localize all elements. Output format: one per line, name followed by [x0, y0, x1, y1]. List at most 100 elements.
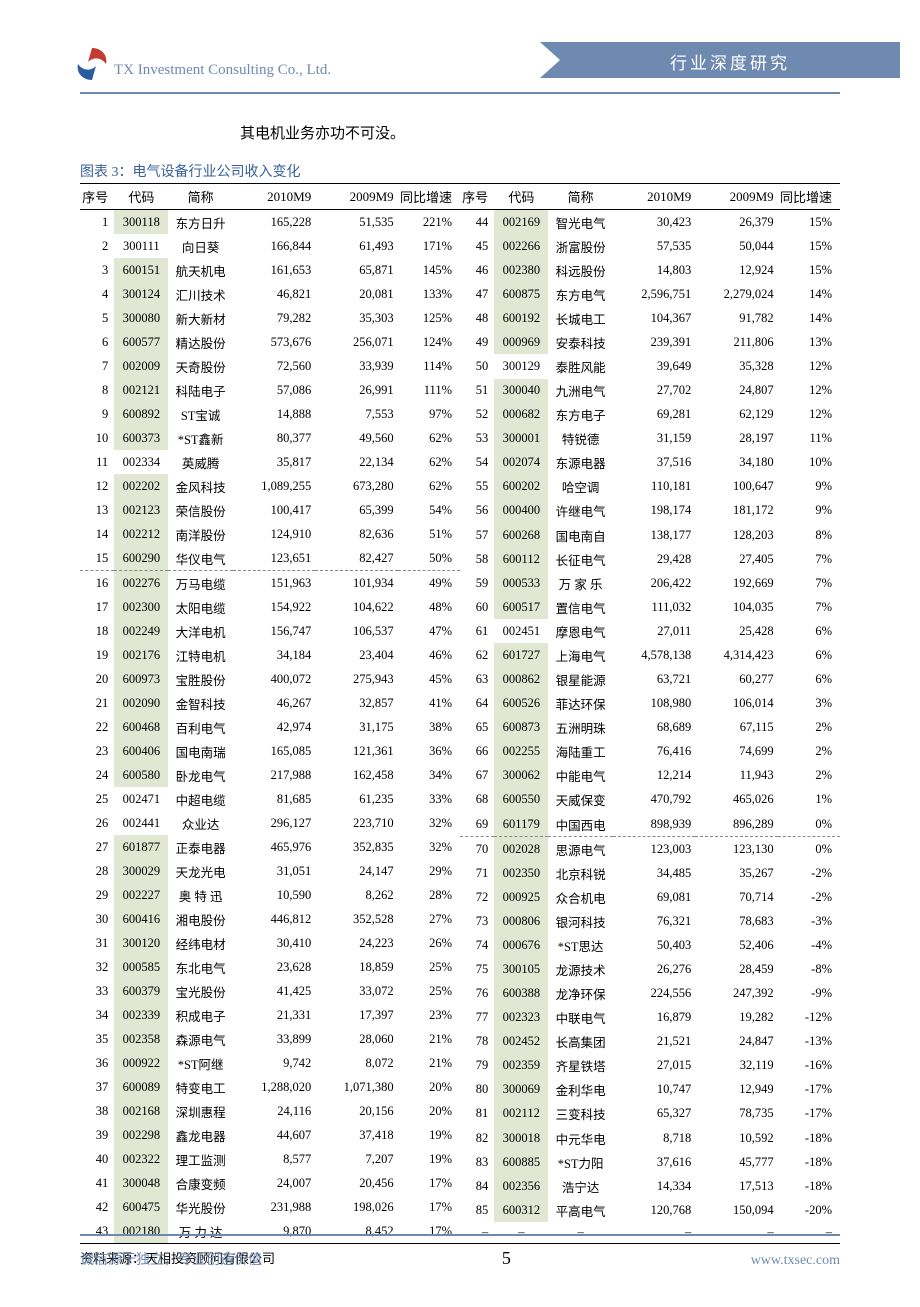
table-row: 77002323中联电气16,87919,282-12%	[460, 1006, 840, 1030]
table-row: 27601877正泰电器465,976352,83532%	[80, 835, 460, 859]
footer-url: www.txsec.com	[751, 1253, 840, 1269]
table-row: 83600885*ST力阳37,61645,777-18%	[460, 1150, 840, 1174]
table-row: 58600112长征电气29,42827,4057%	[460, 547, 840, 571]
table-row: 9600892ST宝诚14,8887,55397%	[80, 402, 460, 426]
table-row: 67300062中能电气12,21411,9432%	[460, 764, 840, 788]
table-row: 4300124汇川技术46,82120,081133%	[80, 282, 460, 306]
table-row: 63000862银星能源63,72160,2776%	[460, 668, 840, 692]
table-row: 69601179中国西电898,939896,2890%	[460, 812, 840, 837]
table-row: 26002441众业达296,127223,71032%	[80, 811, 460, 835]
col-header: 简称	[168, 184, 232, 210]
col-header: 同比增速	[778, 184, 840, 210]
table-row: 46002380科远股份14,80312,92415%	[460, 258, 840, 282]
table-row: 71002350北京科锐34,48535,267-2%	[460, 861, 840, 885]
col-header: 序号	[460, 184, 494, 210]
table-row: 79002359齐星铁塔27,01532,119-16%	[460, 1054, 840, 1078]
table-row: 41300048合康变频24,00720,45617%	[80, 1171, 460, 1195]
table-row: 59000533万 家 乐206,422192,6697%	[460, 571, 840, 595]
page-header: TX Investment Consulting Co., Ltd. 行业深度研…	[80, 50, 840, 94]
table-row: 68600550天威保变470,792465,0261%	[460, 788, 840, 812]
table-row: 3600151航天机电161,65365,871145%	[80, 258, 460, 282]
table-row: 2300111向日葵166,84461,493171%	[80, 234, 460, 258]
table-row: 36000922*ST阿继9,7428,07221%	[80, 1051, 460, 1075]
table-row: 19002176江特电机34,18423,40446%	[80, 643, 460, 667]
table-row: 30600416湘电股份446,812352,52827%	[80, 907, 460, 931]
table-row: 47600875东方电气2,596,7512,279,02414%	[460, 282, 840, 306]
table-row: 38002168深圳惠程24,11620,15620%	[80, 1099, 460, 1123]
table-row: 82300018中元华电8,71810,592-18%	[460, 1126, 840, 1150]
table-row: 57600268国电南自138,177128,2038%	[460, 523, 840, 547]
table-row: 73000806银河科技76,32178,683-3%	[460, 909, 840, 933]
body-text: 其电机业务亦功不可没。	[240, 122, 840, 143]
table-row: 34002339积成电子21,33117,39723%	[80, 1003, 460, 1027]
table-row: 23600406国电南瑞165,085121,36136%	[80, 739, 460, 763]
table-row: 21002090金智科技46,26732,85741%	[80, 691, 460, 715]
table-row: 74000676*ST思达50,40352,406-4%	[460, 933, 840, 957]
table-row: 55600202哈空调110,181100,6479%	[460, 475, 840, 499]
table-row: 11002334英威腾35,81722,13462%	[80, 450, 460, 474]
table-row: 10600373*ST鑫新80,37749,56062%	[80, 426, 460, 450]
table-row: 39002298鑫龙电器44,60737,41819%	[80, 1123, 460, 1147]
table-row: 85600312平高电气120,768150,094-20%	[460, 1198, 840, 1222]
table-row: 72000925众合机电69,08170,714-2%	[460, 885, 840, 909]
table-row: 6600577精达股份573,676256,071124%	[80, 330, 460, 354]
table-row: 49000969安泰科技239,391211,80613%	[460, 330, 840, 354]
footer-motto: 诚信源于独立，专业创造价值	[80, 1249, 262, 1269]
table-row: 81002112三变科技65,32778,735-17%	[460, 1102, 840, 1126]
col-header: 序号	[80, 184, 114, 210]
table-row: 25002471中超电缆81,68561,23533%	[80, 787, 460, 811]
table-row: 45002266浙富股份57,53550,04415%	[460, 234, 840, 258]
table-row: 54002074东源电器37,51634,18010%	[460, 451, 840, 475]
table-row: 80300069金利华电10,74712,949-17%	[460, 1078, 840, 1102]
table-row: 31300120经纬电材30,41024,22326%	[80, 931, 460, 955]
col-header: 2010M9	[613, 184, 695, 210]
table-row: 48600192长城电工104,36791,78214%	[460, 306, 840, 330]
table-row: 60600517置信电气111,032104,0357%	[460, 595, 840, 619]
table-row: 37600089特变电工1,288,0201,071,38020%	[80, 1075, 460, 1099]
table-row: 20600973宝胜股份400,072275,94345%	[80, 667, 460, 691]
company-name: TX Investment Consulting Co., Ltd.	[114, 62, 331, 79]
table-row: 61002451摩恩电气27,01125,4286%	[460, 619, 840, 643]
col-header: 同比增速	[398, 184, 460, 210]
table-row: 64600526菲达环保108,980106,0143%	[460, 692, 840, 716]
col-header: 2010M9	[233, 184, 315, 210]
page-number: 5	[502, 1248, 511, 1269]
table-row: 75300105龙源技术26,27628,459-8%	[460, 957, 840, 981]
table-row: 76600388龙净环保224,556247,392-9%	[460, 982, 840, 1006]
table-row: 7002009天奇股份72,56033,939114%	[80, 354, 460, 378]
table-row: 50300129泰胜风能39,64935,32812%	[460, 354, 840, 378]
table-row: 18002249大洋电机156,747106,53747%	[80, 619, 460, 643]
table-row: 35002358森源电气33,89928,06021%	[80, 1027, 460, 1051]
revenue-table-right: 序号代码简称2010M92009M9同比增速44002169智光电气30,423…	[460, 184, 840, 1243]
col-header: 2009M9	[695, 184, 777, 210]
table-row: 84002356浩宁达14,33417,513-18%	[460, 1174, 840, 1198]
table-row: 70002028思源电气123,003123,1300%	[460, 837, 840, 862]
table-row: 33600379宝光股份41,42533,07225%	[80, 979, 460, 1003]
table-row: 42600475华光股份231,988198,02617%	[80, 1195, 460, 1219]
col-header: 代码	[494, 184, 548, 210]
table-row: 5300080新大新材79,28235,303125%	[80, 306, 460, 330]
table-row: 13002123荣信股份100,41765,39954%	[80, 498, 460, 522]
table-row: 29002227奥 特 迅10,5908,26228%	[80, 883, 460, 907]
table-row: 44002169智光电气30,42326,37915%	[460, 210, 840, 235]
table-caption: 图表 3：电气设备行业公司收入变化	[80, 161, 840, 181]
table-row: 1300118东方日升165,22851,535221%	[80, 210, 460, 235]
table-row: 32000585东北电气23,62818,85925%	[80, 955, 460, 979]
table-row: 65600873五洲明珠68,68967,1152%	[460, 716, 840, 740]
col-header: 简称	[548, 184, 612, 210]
table-row: 51300040九洲电气27,70224,80712%	[460, 379, 840, 403]
revenue-table-left: 序号代码简称2010M92009M9同比增速1300118东方日升165,228…	[80, 184, 460, 1243]
table-row: 17002300太阳电缆154,922104,62248%	[80, 595, 460, 619]
report-category: 行业深度研究	[670, 49, 790, 74]
page-footer: 诚信源于独立，专业创造价值 5 www.txsec.com	[80, 1234, 840, 1269]
table-row: 28300029天龙光电31,05124,14729%	[80, 859, 460, 883]
table-row: 78002452长高集团21,52124,847-13%	[460, 1030, 840, 1054]
table-row: 53300001特锐德31,15928,19711%	[460, 427, 840, 451]
table-row: 40002322理工监测8,5777,20719%	[80, 1147, 460, 1171]
table-row: 56000400许继电气198,174181,1729%	[460, 499, 840, 523]
company-logo	[72, 44, 112, 84]
table-row: 14002212南洋股份124,91082,63651%	[80, 522, 460, 546]
table-row: 66002255海陆重工76,41674,6992%	[460, 740, 840, 764]
header-ribbon: 行业深度研究	[540, 42, 900, 82]
table-row: 12002202金风科技1,089,255673,28062%	[80, 474, 460, 498]
